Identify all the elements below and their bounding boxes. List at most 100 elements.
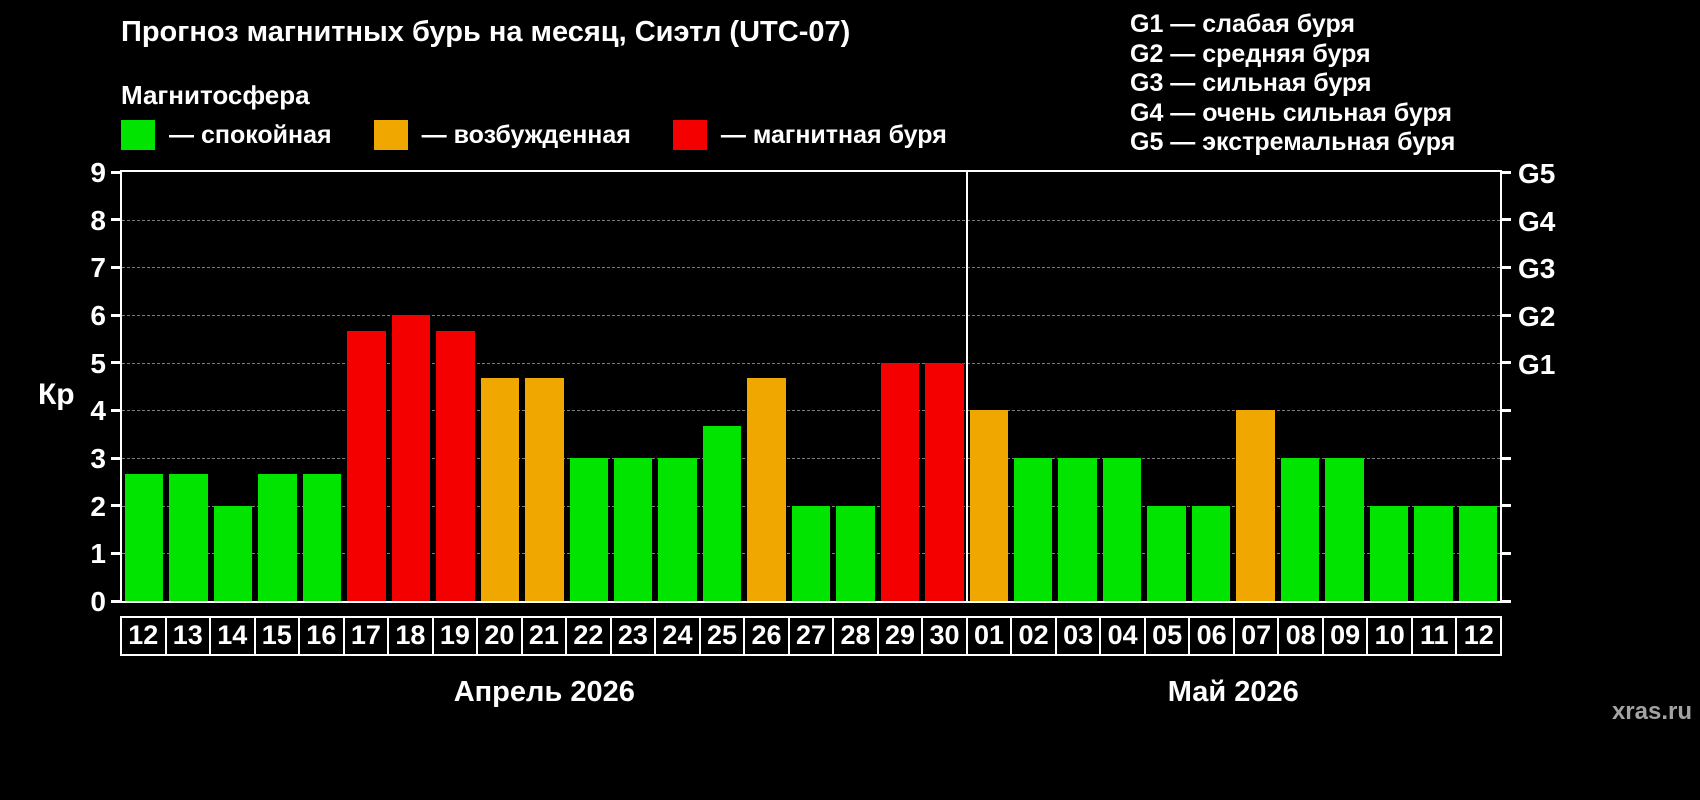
day-label-25: 25 xyxy=(698,616,746,656)
day-label-11: 11 xyxy=(1410,616,1458,656)
kp-bar-day-13 xyxy=(169,473,208,601)
ytick-mark-left-1 xyxy=(111,551,120,555)
day-label-09: 09 xyxy=(1321,616,1369,656)
ytick-mark-left-4 xyxy=(111,408,120,412)
ytick-mark-right-0 xyxy=(1502,599,1511,603)
day-label-14: 14 xyxy=(209,616,256,656)
month-label-0: Апрель 2026 xyxy=(453,676,635,708)
kp-bar-day-23 xyxy=(613,458,653,601)
kp-bar-day-12 xyxy=(125,473,164,601)
gtick-label-g5: G5 xyxy=(1518,158,1556,189)
plot-area xyxy=(120,170,1502,603)
storm-scale-g1: G1 — слабая буря xyxy=(1130,10,1356,38)
day-label-18: 18 xyxy=(387,616,434,656)
kp-bar-day-25 xyxy=(702,426,742,601)
legend-label-storm: — магнитная буря xyxy=(720,120,947,149)
magnetosphere-subtitle: Магнитосфера xyxy=(121,80,310,110)
storm-color-swatch xyxy=(672,120,707,150)
kp-bar-day-29 xyxy=(880,362,920,601)
kp-bar-day-02 xyxy=(1014,458,1053,601)
gridline-kp-8 xyxy=(122,219,1500,221)
kp-bar-day-18 xyxy=(391,315,431,601)
day-axis: 12 13 14 15 16 17 18 19 20 21 22 23 24 25 26 27 28 29 30 01… xyxy=(120,616,1502,656)
kp-bar-day-01 xyxy=(969,410,1009,601)
page-title: Прогноз магнитных бурь на месяц, Сиэтл (… xyxy=(121,16,851,48)
ytick-mark-left-9 xyxy=(111,170,120,174)
gridline-kp-3 xyxy=(122,458,1500,459)
legend-label-excited: — возбужденная xyxy=(421,120,631,149)
day-label-03: 03 xyxy=(1054,616,1102,656)
day-label-28: 28 xyxy=(832,616,879,656)
ytick-label-5: 5 xyxy=(90,347,106,379)
gtick-label-g4: G4 xyxy=(1518,205,1556,237)
legend-label-quiet: — спокойная xyxy=(169,120,332,149)
day-label-02: 02 xyxy=(1010,616,1057,656)
day-label-26: 26 xyxy=(743,616,790,656)
ytick-label-7: 7 xyxy=(90,252,106,284)
day-label-27: 27 xyxy=(787,616,835,656)
kp-bar-day-09 xyxy=(1325,458,1364,601)
ytick-label-4: 4 xyxy=(90,395,106,427)
kp-bar-day-05 xyxy=(1147,505,1186,601)
day-label-24: 24 xyxy=(654,616,701,656)
legend-item-storm: — магнитная буря xyxy=(672,120,947,150)
kp-bar-day-15 xyxy=(258,473,297,601)
day-label-17: 17 xyxy=(342,616,390,656)
ytick-mark-right-4 xyxy=(1502,408,1511,412)
day-label-20: 20 xyxy=(476,616,523,656)
ytick-label-8: 8 xyxy=(90,204,106,236)
day-label-15: 15 xyxy=(253,616,301,656)
excited-color-swatch xyxy=(373,120,408,150)
kp-bar-day-08 xyxy=(1280,458,1320,601)
ytick-mark-left-6 xyxy=(111,313,120,317)
kp-bar-day-17 xyxy=(347,330,386,601)
kp-bar-day-26 xyxy=(747,378,786,601)
day-label-08: 08 xyxy=(1277,616,1324,656)
ytick-label-9: 9 xyxy=(90,157,106,188)
ytick-mark-left-3 xyxy=(111,456,120,460)
ytick-mark-right-5 xyxy=(1502,361,1511,365)
watermark: xras.ru xyxy=(1611,698,1692,725)
ytick-label-1: 1 xyxy=(90,538,106,570)
ytick-mark-right-7 xyxy=(1502,265,1511,269)
ytick-mark-left-5 xyxy=(111,361,120,365)
storm-scale-g3: G3 — сильная буря xyxy=(1130,69,1372,97)
day-label-01: 01 xyxy=(965,616,1013,656)
gridline-kp-6 xyxy=(122,315,1500,316)
kp-bar-day-28 xyxy=(836,505,875,601)
y-axis-label: Кр xyxy=(38,378,75,411)
kp-bar-day-19 xyxy=(436,330,475,601)
kp-bar-day-07 xyxy=(1236,410,1275,601)
kp-bar-day-30 xyxy=(925,362,964,601)
kp-bar-day-22 xyxy=(569,458,608,601)
magnetosphere-legend: — спокойная — возбужденная — магнитная б… xyxy=(121,120,947,150)
storm-scale-g4: G4 — очень сильная буря xyxy=(1130,98,1452,127)
ytick-mark-right-6 xyxy=(1502,313,1511,317)
day-label-05: 05 xyxy=(1143,616,1191,656)
gridline-kp-5 xyxy=(122,362,1500,364)
ytick-mark-right-8 xyxy=(1502,218,1511,222)
ytick-mark-left-2 xyxy=(111,504,120,508)
ytick-mark-left-8 xyxy=(111,218,120,222)
kp-bar-day-14 xyxy=(213,505,253,601)
day-label-07: 07 xyxy=(1232,616,1280,656)
day-label-23: 23 xyxy=(609,616,657,656)
day-label-12: 12 xyxy=(120,616,167,656)
day-label-06: 06 xyxy=(1188,616,1235,656)
day-label-30: 30 xyxy=(921,616,968,656)
legend-item-quiet: — спокойная xyxy=(121,120,332,150)
kp-bar-day-21 xyxy=(525,378,564,601)
ytick-label-0: 0 xyxy=(90,586,106,617)
day-label-12: 12 xyxy=(1455,616,1502,656)
storm-scale-g5: G5 — экстремальная буря xyxy=(1130,128,1456,156)
storm-scale-legend: G1 — слабая буря G2 — средняя буря G3 — … xyxy=(1130,10,1455,158)
gridline-kp-7 xyxy=(122,267,1500,269)
month-separator xyxy=(965,170,968,603)
ytick-mark-left-0 xyxy=(111,599,120,603)
kp-bar-day-12 xyxy=(1458,505,1497,601)
ytick-label-2: 2 xyxy=(90,490,106,522)
day-label-29: 29 xyxy=(876,616,924,656)
ytick-mark-right-9 xyxy=(1502,170,1511,174)
kp-bar-day-27 xyxy=(791,505,831,601)
ytick-label-6: 6 xyxy=(90,300,106,331)
